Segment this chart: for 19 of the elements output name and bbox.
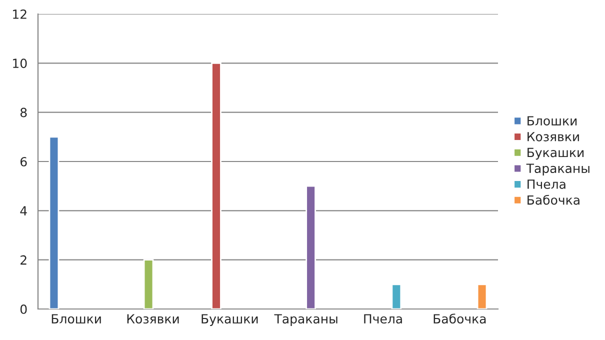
x-tick-label: Козявки: [127, 314, 179, 324]
y-tick-label: 12: [13, 9, 26, 19]
y-tick-label: 4: [20, 206, 27, 216]
y-tick-label: 2: [20, 255, 26, 265]
legend-label: Пчела: [528, 180, 566, 189]
x-tick-label: Пчела: [364, 314, 402, 324]
x-tick-label: Букашки: [202, 314, 258, 326]
x-tick-label: Бабочка: [434, 314, 486, 324]
legend-label: Блошки: [528, 116, 577, 126]
legend-label: Козявки: [528, 132, 579, 142]
y-tick-label: 0: [20, 304, 27, 314]
x-tick-label: Блошки: [52, 314, 101, 324]
legend-label: Тараканы: [526, 164, 590, 176]
legend-label: Бабочка: [528, 194, 580, 205]
y-tick-label: 6: [20, 156, 27, 166]
legend-label: Букашки: [528, 148, 584, 160]
x-tick-label: Тараканы: [274, 314, 338, 326]
y-tick-label: 8: [20, 108, 27, 118]
y-tick-label: 10: [13, 58, 27, 68]
